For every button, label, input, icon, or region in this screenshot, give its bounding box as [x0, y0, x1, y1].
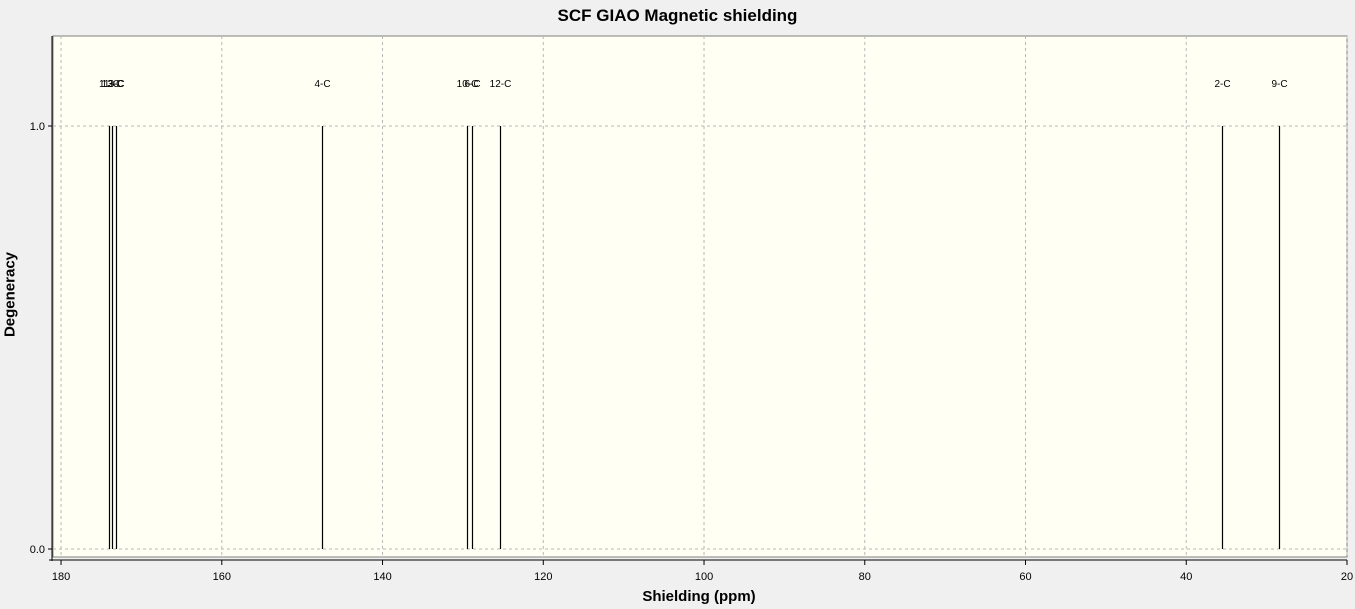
peak-label: 12-C — [490, 79, 512, 90]
x-tick-label: 180 — [52, 571, 70, 583]
peak-labels: 11-C13-C3-C 4-C 10-C6-C 12-C 2-C 9-C — [99, 79, 1288, 90]
peak-label: 10-C — [457, 79, 479, 90]
x-tick-label: 80 — [859, 571, 871, 583]
peak-label: 3-C — [108, 79, 124, 90]
peak-label: 9-C — [1271, 79, 1287, 90]
y-tick-label: 0.0 — [30, 544, 45, 556]
x-tick-label: 40 — [1180, 571, 1192, 583]
axes: 180 160 140 120 100 80 60 40 20 0.0 1.0 — [30, 36, 1353, 583]
peak-label: 13-C — [102, 79, 124, 90]
plot-background — [52, 35, 1348, 558]
peak-label: 11-C — [99, 79, 120, 90]
x-tick-label: 100 — [695, 571, 713, 583]
x-tick-label: 160 — [213, 571, 231, 583]
grid — [52, 35, 1348, 558]
peak-label: 2-C — [1214, 79, 1230, 90]
peak-label: 4-C — [314, 79, 330, 90]
x-tick-label: 20 — [1341, 571, 1353, 583]
chart-title: SCF GIAO Magnetic shielding — [557, 6, 798, 25]
y-tick-label: 1.0 — [30, 121, 45, 133]
x-axis-label: Shielding (ppm) — [642, 588, 756, 605]
x-tick-label: 140 — [373, 571, 391, 583]
peak-label: 6-C — [464, 79, 480, 90]
peaks — [108, 126, 1281, 549]
x-tick-label: 60 — [1019, 571, 1031, 583]
x-tick-label: 120 — [534, 571, 552, 583]
